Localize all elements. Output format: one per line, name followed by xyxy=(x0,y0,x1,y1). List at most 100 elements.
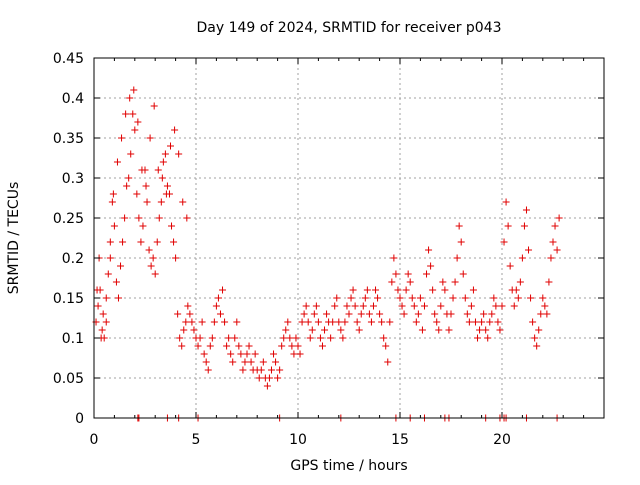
data-point xyxy=(469,286,477,294)
data-point xyxy=(137,238,145,246)
data-point xyxy=(151,270,159,278)
data-point xyxy=(500,238,508,246)
data-point xyxy=(392,270,400,278)
data-point xyxy=(549,238,557,246)
data-point xyxy=(206,342,214,350)
y-tick-label: 0.45 xyxy=(53,51,84,67)
data-point xyxy=(314,318,322,326)
data-point xyxy=(408,294,416,302)
data-point xyxy=(184,302,192,310)
data-point xyxy=(337,326,345,334)
data-point xyxy=(412,318,420,326)
data-point xyxy=(286,334,294,342)
data-point xyxy=(527,294,535,302)
data-point xyxy=(155,214,163,222)
x-tick-labels: 0 5 10 15 20 xyxy=(90,432,511,448)
data-point xyxy=(123,182,131,190)
data-point xyxy=(478,318,486,326)
data-point xyxy=(386,318,394,326)
data-point xyxy=(265,374,273,382)
data-point xyxy=(318,342,326,350)
data-point xyxy=(451,278,459,286)
data-point xyxy=(361,294,369,302)
data-point xyxy=(159,158,167,166)
data-point xyxy=(547,254,555,262)
data-point xyxy=(380,334,388,342)
data-point xyxy=(418,326,426,334)
data-point xyxy=(278,342,286,350)
data-point xyxy=(484,334,492,342)
data-point xyxy=(117,262,125,270)
data-point xyxy=(384,358,392,366)
data-point xyxy=(154,166,162,174)
data-point xyxy=(365,310,373,318)
data-point xyxy=(127,150,135,158)
data-point xyxy=(119,238,127,246)
data-point xyxy=(106,238,114,246)
data-point xyxy=(263,382,271,390)
data-point xyxy=(359,302,367,310)
data-point xyxy=(102,318,110,326)
data-point xyxy=(406,278,414,286)
data-point xyxy=(537,310,545,318)
data-point xyxy=(153,238,161,246)
data-point xyxy=(429,286,437,294)
data-point xyxy=(210,318,218,326)
data-point xyxy=(455,222,463,230)
data-point xyxy=(388,278,396,286)
plot-frame xyxy=(93,57,605,419)
data-point xyxy=(280,334,288,342)
data-point xyxy=(463,310,471,318)
data-point xyxy=(474,334,482,342)
data-point xyxy=(208,334,216,342)
data-point xyxy=(178,342,186,350)
data-point xyxy=(212,302,220,310)
data-point xyxy=(130,86,138,94)
data-point xyxy=(437,302,445,310)
y-tick-label: 0.1 xyxy=(62,331,84,347)
data-point xyxy=(175,150,183,158)
data-point xyxy=(533,342,541,350)
data-point xyxy=(288,342,296,350)
data-point xyxy=(179,198,187,206)
data-point xyxy=(149,254,157,262)
data-point xyxy=(138,166,146,174)
data-point xyxy=(512,286,520,294)
data-point xyxy=(167,142,174,150)
data-point xyxy=(343,302,351,310)
data-point xyxy=(490,294,498,302)
data-point xyxy=(516,278,524,286)
data-point xyxy=(202,358,210,366)
data-point xyxy=(225,334,233,342)
data-point xyxy=(237,350,245,358)
data-point xyxy=(243,350,251,358)
data-point xyxy=(112,278,120,286)
data-point xyxy=(190,326,198,334)
data-point xyxy=(259,358,267,366)
data-point xyxy=(188,318,196,326)
data-point xyxy=(139,222,147,230)
data-point xyxy=(170,238,178,246)
data-point xyxy=(194,342,202,350)
data-point xyxy=(504,222,512,230)
data-point xyxy=(200,350,208,358)
data-point xyxy=(221,318,229,326)
data-point xyxy=(308,326,316,334)
data-point xyxy=(457,238,465,246)
data-point xyxy=(282,326,290,334)
data-point xyxy=(114,294,122,302)
data-point xyxy=(134,118,142,126)
y-tick-label: 0.15 xyxy=(53,291,84,307)
data-point xyxy=(150,102,158,110)
data-point xyxy=(145,246,153,254)
data-point xyxy=(335,318,343,326)
data-point xyxy=(498,302,506,310)
data-point xyxy=(270,350,278,358)
data-point xyxy=(327,334,335,342)
data-point xyxy=(441,286,449,294)
data-point xyxy=(476,326,484,334)
data-point xyxy=(488,310,496,318)
data-point xyxy=(427,262,435,270)
data-point xyxy=(171,126,179,134)
x-axis-label: GPS time / hours xyxy=(290,458,407,474)
